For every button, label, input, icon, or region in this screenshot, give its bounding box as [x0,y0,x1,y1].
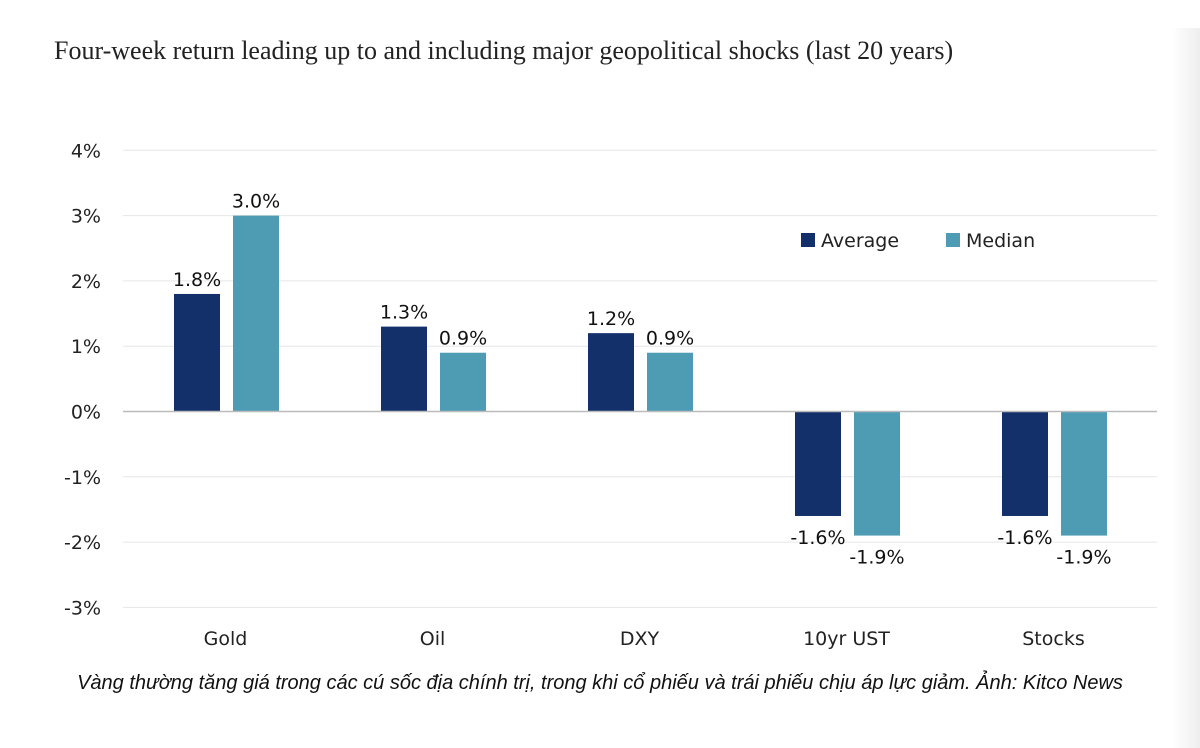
bar-median [1061,411,1107,536]
chart-title: Four-week return leading up to and inclu… [54,36,954,65]
y-tick-label: -3% [64,597,101,619]
bar-average [795,411,841,516]
data-label: 1.3% [380,302,428,324]
data-label: -1.9% [1056,547,1111,569]
bar-average [174,293,220,412]
data-label: -1.6% [790,527,845,549]
data-label: 1.8% [173,269,221,291]
bar-median [854,411,900,536]
legend-swatch-median [946,233,960,247]
data-label: 0.9% [439,328,487,350]
data-label: -1.9% [849,547,904,569]
data-label: 0.9% [646,328,694,350]
x-tick-label: Stocks [1022,628,1084,650]
bar-average [381,326,427,412]
data-label: 3.0% [232,191,280,213]
legend-swatch-average [801,233,815,247]
y-tick-label: 4% [71,140,101,162]
x-tick-label: DXY [620,628,660,650]
bar-average [1002,411,1048,516]
bar-chart: 4% 3% 2% 1% 0% -1% -2% -3% 1.8% 3.0% Gold 1.3% 0.9% O… [64,140,1157,650]
data-label: 1.2% [587,308,635,330]
legend-label-median: Median [966,230,1035,252]
y-tick-label: 2% [71,271,101,293]
data-label: -1.6% [997,527,1052,549]
bar-median [647,352,693,412]
y-tick-label: -2% [64,532,101,554]
y-tick-label: 3% [71,206,101,228]
page-edge-shadow [1172,28,1200,748]
bar-median [440,352,486,412]
y-tick-label: 1% [71,336,101,358]
y-tick-label: -1% [64,467,101,489]
x-tick-label: 10yr UST [803,628,890,650]
bar-average [588,333,634,412]
image-caption: Vàng thường tăng giá trong các cú sốc đị… [77,672,1123,694]
x-tick-label: Gold [204,628,248,650]
legend-label-average: Average [821,230,899,252]
y-tick-label: 0% [71,402,101,424]
bar-median [233,215,279,412]
x-tick-label: Oil [420,628,446,650]
